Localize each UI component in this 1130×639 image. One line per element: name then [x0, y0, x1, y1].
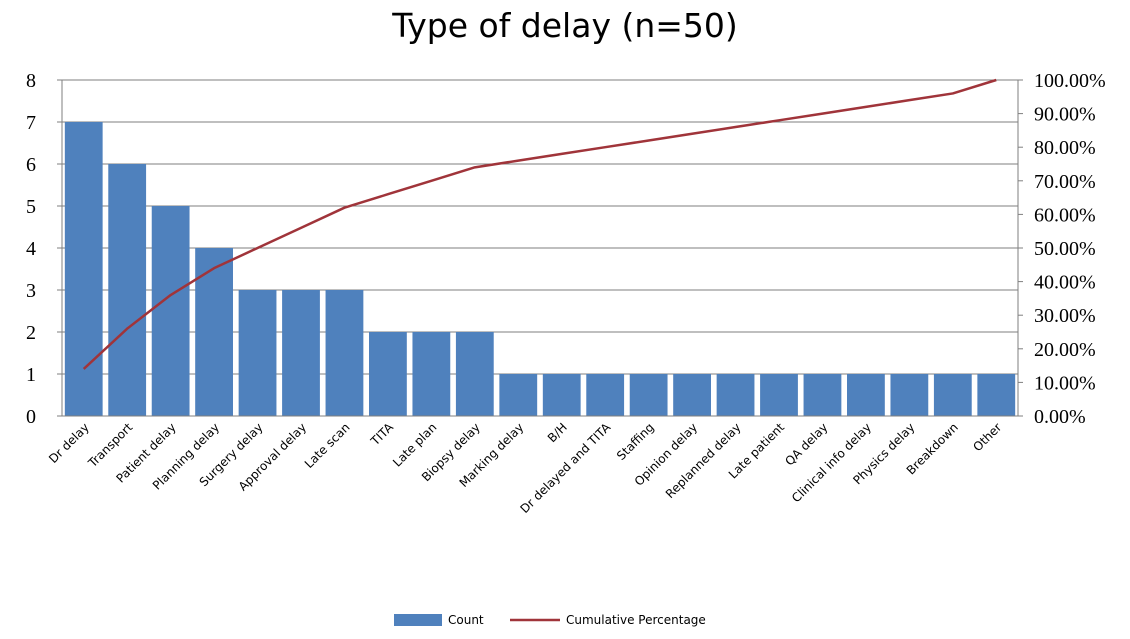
bar [195, 248, 233, 416]
legend-label-count: Count [448, 613, 484, 627]
right-tick-label: 50.00% [1034, 238, 1096, 260]
bar-series [64, 122, 1016, 416]
bar [803, 374, 842, 416]
right-tick-label: 0.00% [1034, 406, 1086, 428]
bar [238, 290, 277, 416]
category-label: Clinical info delay [789, 420, 874, 505]
right-axis-ticks: 0.00% 10.00% 20.00% 30.00% 40.00% 50.00% 60.00… [1018, 70, 1106, 428]
bar [542, 374, 581, 416]
chart-title: Type of delay (n=50) [392, 6, 738, 45]
left-tick-label: 2 [26, 322, 36, 344]
bar [977, 374, 1016, 416]
bar [673, 374, 711, 416]
left-tick-label: 6 [26, 154, 36, 176]
right-tick-label: 40.00% [1034, 272, 1096, 294]
bar [499, 374, 538, 416]
bar [716, 374, 755, 416]
cumulative-line-series [82, 78, 997, 370]
category-label: Other [970, 420, 1004, 454]
right-tick-label: 30.00% [1034, 305, 1096, 327]
bar [325, 290, 364, 416]
left-tick-label: 7 [26, 112, 36, 134]
left-tick-label: 1 [26, 364, 36, 386]
left-axis-ticks: 0 1 2 3 4 5 6 7 8 [26, 70, 62, 428]
cumulative-line [82, 78, 997, 370]
legend-label-cumulative: Cumulative Percentage [566, 613, 706, 627]
left-tick-label: 8 [26, 70, 36, 92]
category-label: TITA [367, 420, 396, 449]
left-tick-label: 0 [26, 406, 36, 428]
left-tick-label: 5 [26, 196, 36, 218]
legend-swatch-count [394, 614, 442, 626]
legend: Count Cumulative Percentage [394, 613, 706, 627]
bar [455, 332, 494, 416]
right-tick-label: 80.00% [1034, 137, 1096, 159]
left-tick-label: 4 [26, 238, 36, 260]
bar [151, 206, 190, 416]
bar [282, 290, 320, 416]
category-label: B/H [545, 420, 570, 445]
category-label: Dr delay [46, 420, 92, 466]
bar [586, 374, 625, 416]
bar [933, 374, 972, 416]
bar [890, 374, 929, 416]
bar [629, 374, 668, 416]
bar [760, 374, 798, 416]
left-tick-label: 3 [26, 280, 36, 302]
right-tick-label: 10.00% [1034, 372, 1096, 394]
bar [412, 332, 451, 416]
category-label: Late scan [302, 420, 353, 471]
category-label: Staffing [614, 420, 657, 463]
right-tick-label: 60.00% [1034, 204, 1096, 226]
bar [847, 374, 885, 416]
bar [108, 164, 147, 416]
bar [64, 122, 103, 416]
category-label: Replanned delay [663, 420, 744, 501]
bar [369, 332, 407, 416]
right-tick-label: 20.00% [1034, 339, 1096, 361]
right-tick-label: 70.00% [1034, 171, 1096, 193]
right-tick-label: 90.00% [1034, 104, 1096, 126]
right-tick-label: 100.00% [1034, 70, 1106, 92]
